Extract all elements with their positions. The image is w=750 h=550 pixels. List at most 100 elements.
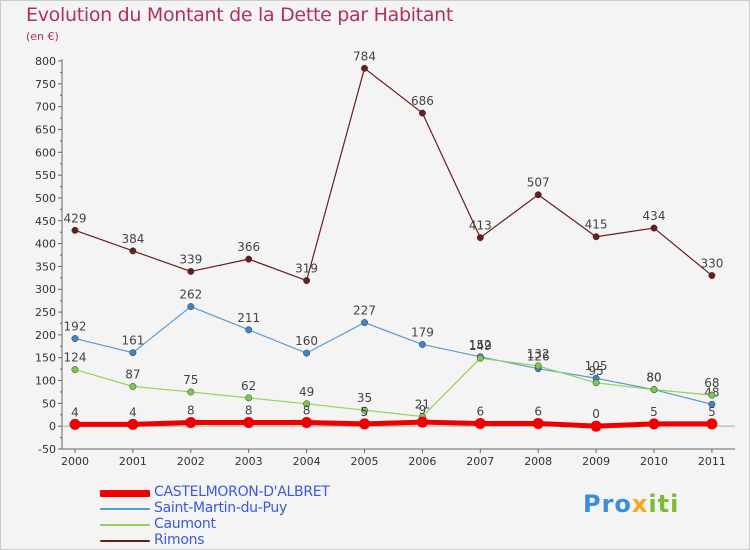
y-tick-label: 650 <box>35 123 56 136</box>
data-label: 21 <box>415 398 430 412</box>
data-label: 80 <box>646 371 661 385</box>
legend-swatch <box>100 508 150 510</box>
data-label: 124 <box>64 351 87 365</box>
y-tick-label: -50 <box>38 443 56 456</box>
legend-swatch <box>100 540 150 542</box>
y-tick-label: 600 <box>35 146 56 159</box>
chart-subtitle: (en €) <box>26 30 59 43</box>
data-label: 149 <box>469 339 492 353</box>
data-point <box>71 226 79 234</box>
legend-label: Caumont <box>154 516 216 532</box>
data-label: 49 <box>299 385 314 399</box>
data-label: 5 <box>708 405 716 419</box>
x-tick-label: 2002 <box>177 455 205 468</box>
series-line <box>74 67 713 282</box>
x-tick-label: 2000 <box>61 455 89 468</box>
proxiti-logo: Proxiti <box>583 490 679 518</box>
data-label: 160 <box>295 334 318 348</box>
data-label: 5 <box>361 405 369 419</box>
legend-swatch <box>100 524 150 526</box>
data-point <box>418 109 426 117</box>
data-label: 179 <box>411 325 434 339</box>
data-label: 95 <box>588 364 603 378</box>
data-point <box>245 326 253 334</box>
data-point <box>187 388 195 396</box>
data-point <box>418 341 426 348</box>
y-tick-label: 800 <box>35 55 56 68</box>
x-tick-label: 2004 <box>293 455 321 468</box>
y-tick-label: 100 <box>35 375 56 388</box>
data-point <box>69 418 81 430</box>
data-point <box>534 191 542 199</box>
data-point <box>361 64 368 72</box>
x-tick-label: 2003 <box>235 455 263 468</box>
data-label: 152 <box>469 338 492 352</box>
data-point <box>359 418 370 430</box>
data-point <box>71 335 79 342</box>
data-point <box>303 349 311 357</box>
data-label: 0 <box>592 407 600 421</box>
x-tick-label: 2001 <box>119 455 147 468</box>
data-point <box>650 386 658 394</box>
data-label: 4 <box>129 405 137 419</box>
data-point <box>245 255 253 263</box>
data-point <box>129 383 137 390</box>
y-tick-label: 500 <box>35 192 56 205</box>
data-label: 415 <box>585 218 608 232</box>
x-tick-label: 2007 <box>466 455 494 468</box>
data-point <box>129 247 137 255</box>
data-point <box>592 233 600 241</box>
data-point <box>303 277 311 285</box>
data-point <box>708 400 716 408</box>
x-tick-label: 2009 <box>582 455 610 468</box>
y-tick-label: 750 <box>35 78 56 91</box>
series-line <box>74 305 713 405</box>
y-tick-label: 300 <box>35 283 56 296</box>
data-label: 434 <box>643 209 666 223</box>
data-point <box>71 366 79 374</box>
data-label: 330 <box>700 257 723 271</box>
x-tick-label: 2006 <box>408 455 436 468</box>
data-point <box>532 417 544 429</box>
data-label: 4 <box>71 405 79 419</box>
chart-title: Evolution du Montant de la Dette par Hab… <box>26 4 454 26</box>
data-label: 62 <box>241 379 256 393</box>
data-point <box>416 416 428 428</box>
data-label: 192 <box>64 320 87 334</box>
x-tick-label: 2008 <box>524 455 552 468</box>
data-label: 6 <box>476 404 484 418</box>
data-label: 6 <box>534 404 542 418</box>
data-point <box>648 418 660 430</box>
data-label: 211 <box>237 311 260 325</box>
data-label: 105 <box>585 359 608 373</box>
data-label: 686 <box>411 94 434 108</box>
data-label: 784 <box>353 49 376 63</box>
data-point <box>592 379 600 387</box>
data-point <box>474 417 486 429</box>
data-point <box>361 319 368 327</box>
data-point <box>187 303 195 311</box>
data-label: 507 <box>527 176 550 190</box>
data-point <box>708 272 716 279</box>
data-point <box>476 234 484 242</box>
y-tick-label: 400 <box>35 238 56 251</box>
data-point <box>590 420 602 432</box>
data-point <box>706 418 718 430</box>
data-label: 413 <box>469 219 492 233</box>
data-point <box>303 400 311 408</box>
x-tick-label: 2010 <box>640 455 668 468</box>
legend-label: Rimons <box>154 532 205 548</box>
data-label: 8 <box>303 404 311 418</box>
data-label: 75 <box>183 373 198 387</box>
data-point <box>187 267 195 275</box>
data-label: 429 <box>64 211 87 225</box>
x-tick-label: 2011 <box>698 455 726 468</box>
y-tick-label: 350 <box>35 260 56 273</box>
series-line <box>72 419 715 429</box>
y-tick-label: 450 <box>35 215 56 228</box>
y-tick-label: 150 <box>35 352 56 365</box>
data-label: 8 <box>245 404 253 418</box>
y-tick-label: 550 <box>35 169 56 182</box>
